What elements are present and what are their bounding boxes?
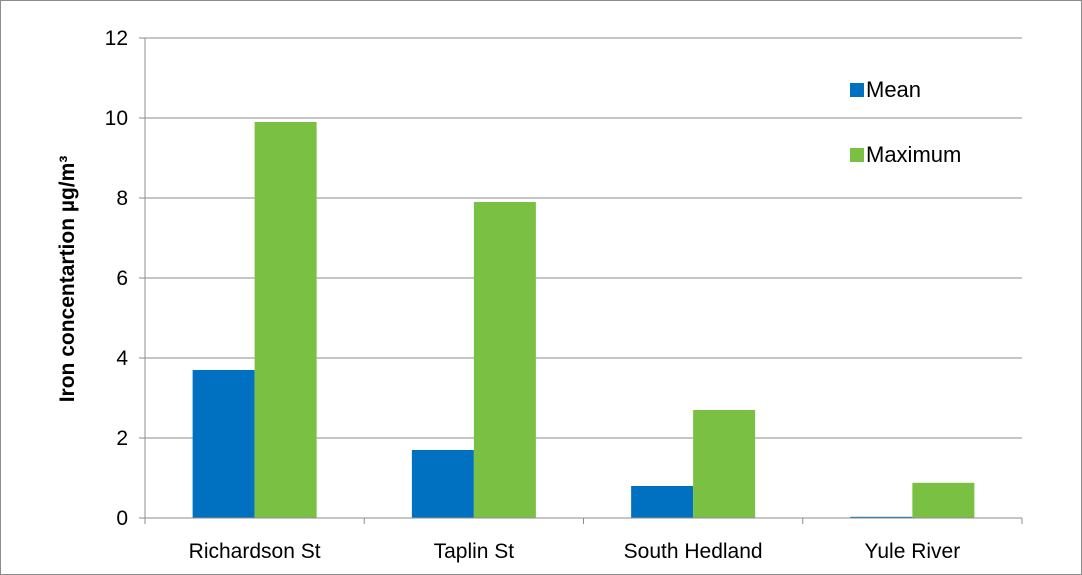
bars: [193, 122, 975, 518]
y-tick-label: 12: [105, 27, 128, 50]
x-category-label: Richardson St: [189, 540, 321, 563]
bar-maximum-richardson-st: [255, 122, 317, 518]
y-tick-label: 2: [116, 427, 128, 450]
y-axis-label: Iron concentartion µg/m³: [56, 156, 79, 403]
y-tick-label: 10: [105, 107, 128, 130]
legend-label-maximum: Maximum: [866, 142, 961, 167]
bar-mean-taplin-st: [412, 450, 474, 518]
legend-label-mean: Mean: [866, 77, 921, 102]
legend-swatch-mean: [850, 83, 864, 97]
x-category-labels: Richardson St Taplin St South Hedland Yule …: [189, 540, 961, 563]
bar-maximum-south-hedland: [693, 410, 755, 518]
bar-mean-richardson-st: [193, 370, 255, 518]
bar-maximum-yule-river: [912, 483, 974, 518]
legend: Mean Maximum: [850, 77, 961, 167]
bar-maximum-taplin-st: [474, 202, 536, 518]
legend-swatch-maximum: [850, 148, 864, 162]
y-tick-labels: 0 2 4 6 8 10 12: [105, 27, 129, 530]
y-tick-label: 4: [116, 347, 128, 370]
x-category-label: Yule River: [865, 540, 961, 563]
y-tick-label: 6: [116, 267, 128, 290]
y-tick-label: 8: [116, 187, 128, 210]
y-tick-label: 0: [116, 507, 128, 530]
x-category-label: South Hedland: [624, 540, 763, 563]
x-category-label: Taplin St: [434, 540, 515, 563]
bar-mean-south-hedland: [631, 486, 693, 518]
